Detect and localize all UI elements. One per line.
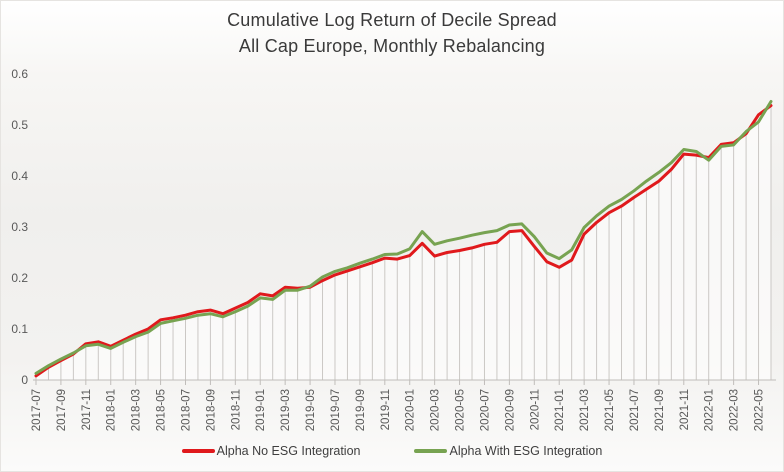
x-axis-tick-label: 2021-09 [654,389,666,431]
x-axis-tick-label: 2019-07 [330,389,342,431]
chart-title: Cumulative Log Return of Decile Spread A… [1,7,783,59]
x-axis-tick-label: 2022-01 [704,389,716,431]
series-line-alpha-no-esg [34,104,773,378]
x-axis-tick-label: 2018-11 [230,389,242,430]
x-axis-tick-label: 2017-07 [31,389,43,431]
x-axis-tick-label: 2019-03 [280,389,292,431]
x-axis-tick-label: 2018-01 [106,389,118,431]
legend-label-with-esg: Alpha With ESG Integration [449,444,603,458]
x-axis-tick-label: 2019-09 [355,389,367,431]
x-axis-tick-label: 2020-03 [430,389,442,431]
x-axis-tick-label: 2018-07 [180,389,192,431]
x-axis-tick-label: 2022-03 [729,389,741,431]
y-axis-tick-label: 0.1 [11,322,28,336]
legend-swatch-red-line [181,449,215,453]
y-axis-tick-label: 0.2 [11,271,28,285]
chart-legend: Alpha No ESG Integration Alpha With ESG … [1,444,783,458]
x-axis-tick-label: 2020-07 [479,389,491,431]
x-axis-tick-label: 2021-05 [604,389,616,431]
x-axis-tick-label: 2020-01 [405,389,417,431]
y-axis-tick-label: 0.4 [11,169,28,183]
x-axis-tick-label: 2021-01 [554,389,566,431]
x-axis-tick-label: 2017-11 [81,389,93,430]
y-axis-tick-label: 0.5 [11,118,28,132]
x-axis-tick-label: 2021-11 [679,389,691,430]
x-axis-tick-label: 2018-03 [131,389,143,431]
x-axis-tick-label: 2019-01 [255,389,267,431]
area-under-curve [36,105,771,381]
x-axis-tick-label: 2020-05 [455,389,467,431]
y-axis-tick-label: 0 [21,373,28,387]
x-axis-tick-label: 2021-07 [629,389,641,431]
x-axis-tick-label: 2018-09 [205,389,217,431]
legend-item-no-esg: Alpha No ESG Integration [181,444,361,458]
legend-label-no-esg: Alpha No ESG Integration [216,444,361,458]
x-axis-tick-label: 2019-05 [305,389,317,431]
chart-title-line1: Cumulative Log Return of Decile Spread [227,10,557,30]
x-axis-tick-label: 2022-05 [754,389,766,431]
x-axis-tick-label: 2019-11 [380,389,392,430]
x-axis-tick-label: 2017-09 [56,389,68,431]
chart-title-line2: All Cap Europe, Monthly Rebalancing [238,36,546,56]
x-axis-tick-label: 2021-03 [579,389,591,431]
y-axis-tick-label: 0.3 [11,220,28,234]
legend-item-with-esg: Alpha With ESG Integration [414,444,602,458]
x-axis-tick-label: 2020-11 [529,389,541,430]
y-axis-tick-label: 0.6 [11,67,28,81]
legend-swatch-green-line [414,449,448,453]
x-axis-tick-label: 2018-05 [156,389,168,431]
series-line-alpha-with-esg [34,100,773,375]
x-axis-tick-label: 2020-09 [504,389,516,431]
